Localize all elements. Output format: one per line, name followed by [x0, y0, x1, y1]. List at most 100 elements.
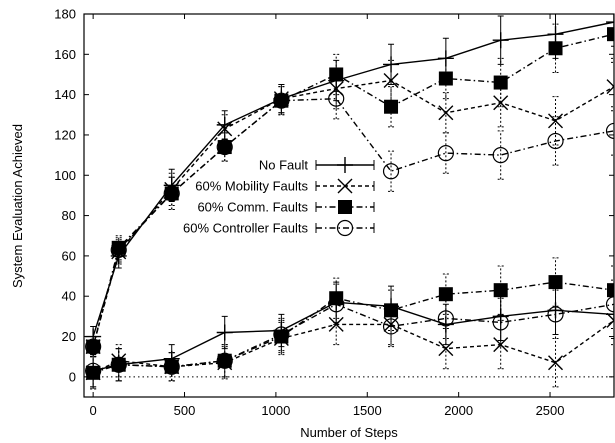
y-axis-label: System Evaluation Achieved: [10, 124, 25, 288]
x-tick-label: 1500: [353, 403, 382, 418]
error-bar: [278, 86, 285, 116]
error-bar: [611, 106, 614, 156]
data-point: [606, 14, 614, 31]
data-point: [328, 316, 344, 332]
error-bar: [442, 297, 449, 340]
y-tick-label: 180: [54, 7, 76, 22]
legend-end-cap: [315, 160, 375, 170]
data-point: [438, 105, 454, 121]
data-point: [163, 185, 180, 202]
legend-marker: [337, 178, 353, 194]
data-point: [328, 90, 345, 107]
y-tick-label: 0: [69, 369, 76, 384]
legend-label: No Fault: [259, 158, 309, 173]
data-point: [607, 27, 614, 42]
data-point: [382, 318, 400, 335]
x-tick-label: 0: [90, 403, 97, 418]
data-point: [438, 341, 454, 357]
error-bar: [611, 14, 614, 47]
y-tick-label: 80: [62, 208, 76, 223]
error-bar: [388, 150, 395, 192]
data-point: [383, 73, 399, 89]
data-point: [493, 337, 509, 353]
error-bar: [611, 265, 614, 315]
error-bar: [115, 348, 122, 382]
data-point: [328, 296, 345, 313]
x-tick-label: 2000: [444, 403, 473, 418]
y-tick-label: 60: [62, 248, 76, 263]
data-point: [383, 316, 399, 332]
series-60-controller-faults-lower: [85, 279, 614, 388]
error-bar: [611, 279, 614, 329]
legend-marker: [336, 219, 354, 237]
y-tick-label: 140: [54, 87, 76, 102]
legend-end-cap: [315, 181, 375, 191]
series-layer: [84, 14, 614, 390]
data-point: [273, 92, 290, 109]
data-point: [216, 324, 233, 341]
error-bar: [388, 305, 395, 348]
tick-layer: 0 500 1000 1500 2000 2500 0 20 40 60 80 100 120 140 16…: [54, 7, 614, 418]
error-bar: [333, 78, 340, 120]
legend-label: 60% Mobility Faults: [195, 179, 308, 194]
error-bar: [168, 352, 175, 382]
data-point: [607, 283, 614, 298]
legend-label: 60% Comm. Faults: [197, 200, 308, 215]
data-point: [548, 275, 563, 290]
legend: No Fault 60% Mobility Faults 60% Comm. Fau…: [183, 157, 375, 237]
y-tick-label: 20: [62, 329, 76, 344]
error-bar: [497, 130, 504, 180]
data-point: [437, 144, 454, 162]
data-point: [163, 358, 180, 375]
y-tick-label: 120: [54, 127, 76, 142]
x-axis-label: Number of Steps: [300, 425, 398, 440]
data-point: [110, 241, 127, 258]
legend-marker: [338, 200, 352, 214]
legend-end-cap: [315, 223, 375, 233]
data-point: [606, 79, 614, 95]
legend-marker: [337, 157, 353, 173]
data-point: [329, 291, 344, 306]
data-point: [605, 296, 614, 313]
data-point: [273, 326, 290, 343]
data-point: [437, 310, 454, 327]
error-bar: [221, 344, 228, 378]
data-point: [164, 359, 179, 374]
data-point: [382, 163, 400, 180]
data-point: [605, 122, 614, 140]
data-point: [216, 352, 233, 369]
error-bar: [278, 317, 285, 352]
data-point: [493, 75, 508, 90]
data-point: [329, 67, 344, 82]
data-point: [216, 138, 233, 156]
y-tick-label: 160: [54, 47, 76, 62]
data-point: [85, 362, 102, 379]
error-bar: [497, 297, 504, 348]
series-60-controller-faults-upper: [85, 78, 614, 358]
data-point: [606, 312, 614, 328]
legend-end-cap: [315, 202, 375, 212]
data-point: [85, 338, 102, 355]
error-bar: [221, 132, 228, 162]
y-tick-label: 40: [62, 289, 76, 304]
error-bar: [611, 61, 614, 112]
y-tick-label: 100: [54, 168, 76, 183]
data-point: [111, 240, 126, 255]
x-tick-label: 1000: [261, 403, 290, 418]
plot-frame: [83, 13, 615, 398]
error-bar: [442, 132, 449, 174]
data-point: [492, 147, 509, 164]
data-point: [217, 121, 233, 137]
data-point: [492, 32, 509, 49]
data-point: [438, 287, 453, 302]
data-point: [493, 283, 508, 298]
data-point: [110, 356, 127, 373]
data-point: [548, 41, 563, 56]
data-point: [547, 132, 564, 150]
data-point: [438, 71, 453, 86]
x-tick-label: 500: [174, 403, 196, 418]
error-bar: [611, 14, 614, 59]
x-tick-label: 2500: [536, 403, 565, 418]
data-point: [384, 99, 399, 114]
